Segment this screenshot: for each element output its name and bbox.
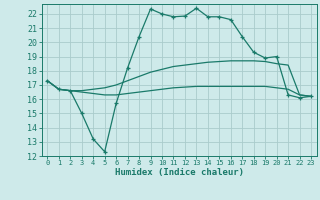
X-axis label: Humidex (Indice chaleur): Humidex (Indice chaleur)	[115, 168, 244, 177]
